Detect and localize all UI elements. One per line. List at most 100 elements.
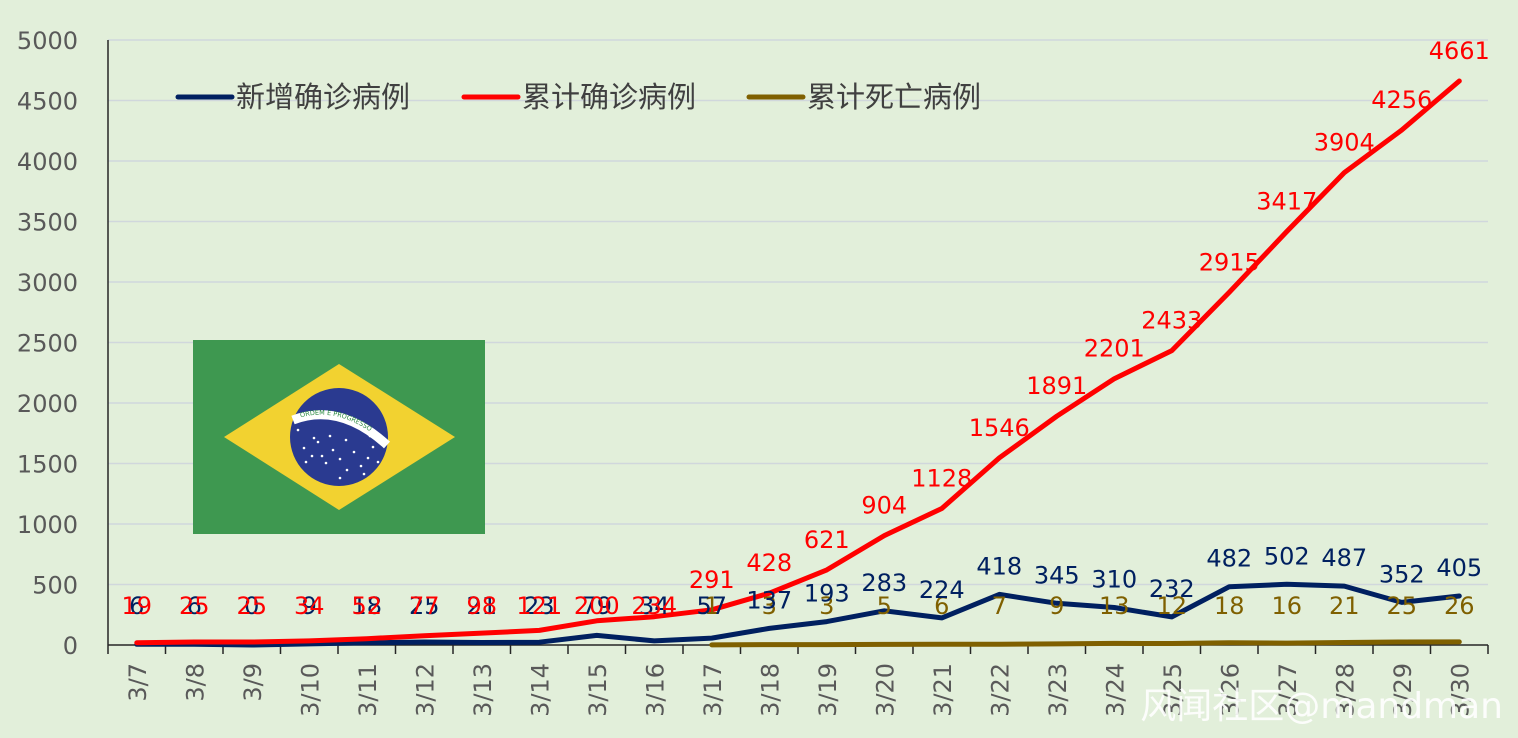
x-tick-label: 3/25	[1159, 663, 1187, 717]
flag-stars	[296, 422, 380, 480]
y-tick-label: 1500	[17, 451, 78, 479]
legend-label-new-cases: 新增确诊病例	[236, 80, 410, 114]
flag-star	[376, 460, 380, 464]
data-label-cumulative-cases: 25	[236, 592, 267, 620]
data-label-cumulative-cases: 1891	[1026, 372, 1087, 400]
flag-star	[359, 464, 363, 468]
watermark: 风闻社区@mandman	[1140, 686, 1503, 727]
x-tick-label: 3/10	[296, 663, 324, 717]
data-label-cumulative-cases: 904	[861, 492, 907, 520]
data-label-cumulative-cases: 1546	[969, 414, 1030, 442]
y-tick-label: 2500	[17, 330, 78, 358]
x-tick-label: 3/19	[814, 663, 842, 717]
y-tick-label: 4000	[17, 148, 78, 176]
flag-star	[344, 438, 348, 442]
data-label-new-cases: 57	[696, 592, 727, 620]
data-label-new-cases: 345	[1034, 561, 1080, 589]
y-tick-label: 3000	[17, 269, 78, 297]
series-line-cumulative-cases	[134, 78, 1462, 646]
data-label-new-cases: 405	[1436, 554, 1482, 582]
flag-star	[312, 436, 316, 440]
x-tick-label: 3/23	[1044, 663, 1072, 717]
flag-star	[310, 454, 314, 458]
series-line-cumulative-deaths	[709, 639, 1462, 648]
data-label-cumulative-deaths: 21	[1329, 592, 1360, 620]
data-label-new-cases: 224	[919, 576, 965, 604]
x-tick-label: 3/13	[469, 663, 497, 717]
x-tick-label: 3/24	[1101, 663, 1129, 717]
data-label-new-cases: 487	[1321, 544, 1367, 572]
flag-star	[362, 472, 366, 476]
data-label-cumulative-deaths: 7	[992, 592, 1007, 620]
data-label-cumulative-deaths: 16	[1271, 592, 1302, 620]
x-tick-label: 3/17	[699, 663, 727, 717]
x-tick-label: 3/8	[181, 663, 209, 702]
x-tick-label: 3/28	[1331, 663, 1359, 717]
y-tick-label: 2000	[17, 390, 78, 418]
data-label-cumulative-cases: 3904	[1314, 129, 1375, 157]
y-tick-label: 4500	[17, 88, 78, 116]
flag-star	[296, 428, 300, 432]
data-label-new-cases: 352	[1379, 560, 1425, 588]
series-line-new-cases	[134, 581, 1462, 648]
x-tick-label: 3/15	[584, 663, 612, 717]
data-labels: 1 3 3 5 6 7 9 13 12 18 16 21 25 266 6 0 9 18 25 21 23 79 34 57 1…	[121, 37, 1489, 620]
x-tick-label: 3/9	[239, 663, 267, 702]
flag-star	[302, 446, 306, 450]
series-lines	[134, 78, 1462, 648]
data-label-cumulative-deaths: 3	[819, 592, 834, 620]
data-label-new-cases: 6	[129, 592, 144, 620]
data-label-cumulative-cases: 121	[516, 592, 562, 620]
flag-star	[328, 434, 332, 438]
flag-star	[366, 456, 370, 460]
flag-star	[320, 454, 324, 458]
data-label-new-cases: 23	[524, 592, 555, 620]
x-tick-label: 3/11	[354, 663, 382, 717]
data-label-cumulative-cases: 428	[746, 549, 792, 577]
data-label-new-cases: 79	[581, 592, 612, 620]
flag-star	[338, 457, 342, 461]
data-label-new-cases: 283	[861, 569, 907, 597]
flag-star	[368, 434, 372, 438]
x-axis-ticks: 3/7 3/8 3/9 3/10 3/11 3/12 3/13 3/14 3/15 3/16 3/1…	[107, 645, 1489, 717]
y-tick-label: 1000	[17, 511, 78, 539]
data-label-cumulative-cases: 291	[689, 566, 735, 594]
data-label-cumulative-deaths: 13	[1099, 592, 1130, 620]
data-label-cumulative-cases: 1128	[911, 465, 972, 493]
flag-star	[324, 461, 328, 465]
flag-star	[352, 450, 356, 454]
legend: 新增确诊病例 累计确诊病例 累计死亡病例	[175, 80, 981, 114]
flag-star	[345, 468, 349, 472]
data-label-cumulative-deaths: 9	[1049, 592, 1064, 620]
data-label-new-cases: 502	[1264, 542, 1310, 570]
data-label-cumulative-deaths: 12	[1156, 592, 1187, 620]
data-label-new-cases: 9	[302, 592, 317, 620]
data-label-new-cases: 34	[639, 592, 670, 620]
data-label-cumulative-cases: 25	[179, 592, 210, 620]
data-label-cumulative-cases: 4661	[1429, 37, 1490, 65]
flag-star	[338, 476, 342, 480]
data-label-new-cases: 6	[187, 592, 202, 620]
x-tick-label: 3/21	[929, 663, 957, 717]
x-tick-label: 3/30	[1446, 663, 1474, 717]
flag-motto-band	[291, 410, 391, 449]
data-label-cumulative-cases: 19	[121, 592, 152, 620]
y-tick-label: 5000	[17, 27, 78, 55]
data-label-new-cases: 232	[1149, 575, 1195, 603]
data-label-cumulative-cases: 2433	[1141, 307, 1202, 335]
x-tick-label: 3/12	[411, 663, 439, 717]
brazil-flag: ORDEM E PROGRESSO	[193, 340, 485, 534]
x-tick-label: 3/18	[756, 663, 784, 717]
data-label-new-cases: 25	[409, 592, 440, 620]
data-label-cumulative-deaths: 1	[704, 592, 719, 620]
data-label-cumulative-deaths: 26	[1444, 592, 1475, 620]
x-tick-label: 3/20	[871, 663, 899, 717]
legend-label-cumulative-cases: 累计确诊病例	[522, 80, 696, 114]
data-label-new-cases: 137	[746, 586, 792, 614]
x-tick-label: 3/16	[641, 663, 669, 717]
data-label-cumulative-deaths: 5	[877, 592, 892, 620]
y-axis-ticks: 0 500 1000 1500 2000 2500 3000 3500 4000 4500 5000	[17, 27, 78, 660]
x-tick-label: 3/7	[124, 663, 152, 702]
data-label-new-cases: 418	[976, 552, 1022, 580]
